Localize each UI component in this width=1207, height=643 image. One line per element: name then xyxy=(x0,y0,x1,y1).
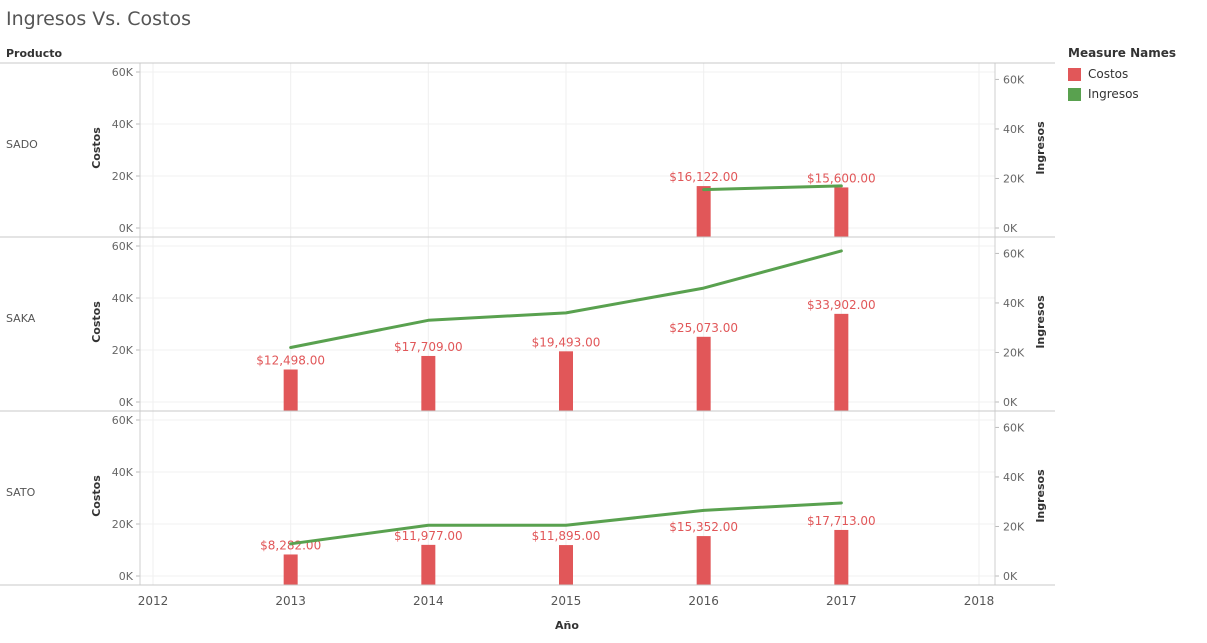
x-tick-label: 2013 xyxy=(275,594,306,608)
line-ingresos xyxy=(289,501,843,546)
data-label-costos: $25,073.00 xyxy=(669,321,738,335)
x-tick-label: 2016 xyxy=(688,594,719,608)
y-right-tick-label: 0K xyxy=(1003,570,1018,583)
y-left-tick-label: 20K xyxy=(112,518,134,531)
chart-title: Ingresos Vs. Costos xyxy=(6,8,191,30)
bar-costos xyxy=(696,336,711,411)
x-tick-label: 2015 xyxy=(551,594,582,608)
y-right-tick-label: 20K xyxy=(1003,346,1025,359)
data-label-costos: $33,902.00 xyxy=(807,298,876,312)
y-left-tick-label: 20K xyxy=(112,170,134,183)
bar-costos xyxy=(421,544,436,585)
legend-item-ingresos[interactable]: Ingresos xyxy=(1068,84,1176,104)
y-right-tick-label: 20K xyxy=(1003,520,1025,533)
bar-costos xyxy=(696,186,711,237)
y-right-tick-label: 40K xyxy=(1003,471,1025,484)
bar-costos xyxy=(421,355,436,411)
x-tick-label: 2017 xyxy=(826,594,857,608)
chart-area: 0K 20K 40K 60K 0K 20K 40K 60K SADO Costos Ingresos… xyxy=(0,62,1055,632)
y-left-tick-label: 60K xyxy=(112,414,134,427)
legend-swatch-ingresos xyxy=(1068,87,1081,101)
bar-costos xyxy=(283,369,298,411)
bar-costos xyxy=(559,545,573,585)
y-right-tick-label: 60K xyxy=(1003,73,1025,86)
data-label-costos: $17,713.00 xyxy=(807,514,876,528)
y-left-tick-label: 0K xyxy=(119,222,134,235)
x-tick-label: 2014 xyxy=(413,594,444,608)
y-right-tick-label: 60K xyxy=(1003,247,1025,260)
bar-costos xyxy=(696,536,711,585)
bar-costos xyxy=(559,351,573,411)
line-ingresos xyxy=(702,184,843,192)
data-label-costos: $15,352.00 xyxy=(669,520,738,534)
bar-costos xyxy=(834,529,849,585)
legend-item-costos[interactable]: Costos xyxy=(1068,64,1176,84)
y-left-tick-label: 0K xyxy=(119,570,134,583)
y-left-tick-label: 40K xyxy=(112,292,134,305)
legend[interactable]: Measure Names Costos Ingresos xyxy=(1068,46,1176,104)
data-label-costos: $12,498.00 xyxy=(256,354,325,368)
y-left-tick-label: 40K xyxy=(112,118,134,131)
x-tick-label: 2018 xyxy=(964,594,995,608)
y-right-tick-label: 20K xyxy=(1003,172,1025,185)
data-label-costos: $19,493.00 xyxy=(532,335,601,349)
x-axis-title: Año xyxy=(555,619,579,632)
y-right-tick-label: 60K xyxy=(1003,421,1025,434)
y-right-tick-label: 40K xyxy=(1003,123,1025,136)
data-label-costos: $11,895.00 xyxy=(532,529,601,543)
y-left-axis-title: Costos xyxy=(90,127,103,169)
legend-label-costos: Costos xyxy=(1088,67,1129,81)
data-label-costos: $17,709.00 xyxy=(394,340,463,354)
data-label-costos: $15,600.00 xyxy=(807,171,876,185)
data-label-costos: $11,977.00 xyxy=(394,529,463,543)
line-ingresos xyxy=(289,249,843,350)
y-right-axis-title: Ingresos xyxy=(1034,295,1047,349)
x-tick-label: 2012 xyxy=(138,594,169,608)
y-right-tick-label: 0K xyxy=(1003,396,1018,409)
data-label-costos: $16,122.00 xyxy=(669,170,738,184)
row-label-sato: SATO xyxy=(6,486,36,499)
y-left-tick-label: 60K xyxy=(112,66,134,79)
legend-swatch-costos xyxy=(1068,67,1081,81)
row-label-sado: SADO xyxy=(6,138,38,151)
y-left-tick-label: 40K xyxy=(112,466,134,479)
bar-costos xyxy=(834,313,849,411)
row-header-producto: Producto xyxy=(6,47,63,60)
y-right-axis-title: Ingresos xyxy=(1034,469,1047,523)
y-right-axis-title: Ingresos xyxy=(1034,121,1047,175)
y-left-tick-label: 60K xyxy=(112,240,134,253)
y-left-axis-title: Costos xyxy=(90,475,103,517)
y-right-tick-label: 0K xyxy=(1003,222,1018,235)
y-right-tick-label: 40K xyxy=(1003,297,1025,310)
row-label-saka: SAKA xyxy=(6,312,36,325)
legend-title: Measure Names xyxy=(1068,46,1177,60)
y-left-axis-title: Costos xyxy=(90,301,103,343)
y-left-tick-label: 0K xyxy=(119,396,134,409)
bar-costos xyxy=(283,554,298,585)
bar-costos xyxy=(834,187,849,237)
y-left-tick-label: 20K xyxy=(112,344,134,357)
legend-label-ingresos: Ingresos xyxy=(1088,87,1139,101)
